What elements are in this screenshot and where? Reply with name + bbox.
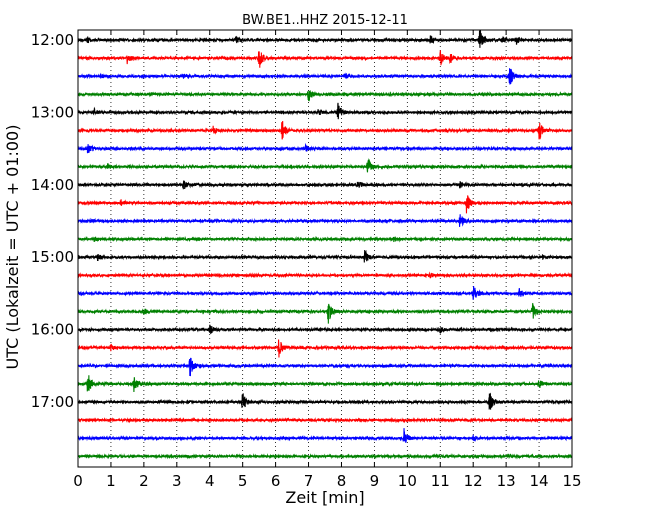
y-axis-label: UTC (Lokalzeit = UTC + 01:00) <box>3 125 22 370</box>
x-tick-label: 12 <box>464 472 483 490</box>
trace-1545 <box>77 302 573 324</box>
x-tick-label: 3 <box>172 472 182 490</box>
x-tick-label: 8 <box>337 472 347 490</box>
trace-1300 <box>77 102 573 120</box>
trace-1615 <box>77 339 573 358</box>
trace-1415 <box>77 195 573 214</box>
trace-1230 <box>77 68 573 85</box>
y-tick-label: 13:00 <box>31 103 74 121</box>
x-tick-label: 4 <box>205 472 215 490</box>
trace-1245 <box>77 90 573 102</box>
trace-1215 <box>77 50 573 68</box>
chart-title: BW.BE1..HHZ 2015-12-11 <box>242 13 408 28</box>
y-tick-label: 17:00 <box>31 393 74 411</box>
traces <box>77 29 573 460</box>
x-tick-label: 9 <box>370 472 380 490</box>
y-axis-ticks: 12:00 13:00 14:00 15:00 16:00 17:00 <box>31 31 572 411</box>
trace-1315 <box>77 121 573 140</box>
x-tick-label: 7 <box>304 472 314 490</box>
trace-1445 <box>77 235 573 243</box>
trace-1715 <box>77 416 573 424</box>
trace-1745 <box>77 453 573 460</box>
x-tick-label: 5 <box>238 472 248 490</box>
y-tick-label: 15:00 <box>31 248 74 266</box>
trace-1730 <box>77 428 573 443</box>
x-axis-ticks: 0 1 2 3 4 5 6 7 8 9 10 11 12 13 14 15 <box>73 30 582 490</box>
trace-1345 <box>77 158 573 173</box>
trace-1600 <box>77 324 573 334</box>
trace-1400 <box>77 180 573 190</box>
x-tick-label: 1 <box>106 472 116 490</box>
y-tick-label: 12:00 <box>31 31 74 49</box>
trace-1515 <box>77 271 573 279</box>
x-tick-label: 15 <box>562 472 581 490</box>
trace-1430 <box>77 214 573 227</box>
y-tick-label: 14:00 <box>31 176 74 194</box>
x-tick-label: 14 <box>530 472 549 490</box>
x-axis-label: Zeit [min] <box>285 488 364 507</box>
x-tick-label: 6 <box>271 472 281 490</box>
trace-1645 <box>77 375 573 393</box>
trace-1630 <box>77 357 573 377</box>
x-tick-label: 11 <box>431 472 450 490</box>
x-tick-label: 10 <box>398 472 417 490</box>
plot-frame <box>77 29 573 468</box>
x-tick-label: 13 <box>497 472 516 490</box>
x-tick-label: 0 <box>73 472 83 490</box>
trace-1700 <box>77 392 573 410</box>
trace-1330 <box>77 142 573 154</box>
trace-1530 <box>77 285 573 300</box>
trace-1500 <box>77 249 573 263</box>
y-tick-label: 16:00 <box>31 321 74 339</box>
x-tick-label: 2 <box>139 472 149 490</box>
trace-1200 <box>77 29 573 48</box>
